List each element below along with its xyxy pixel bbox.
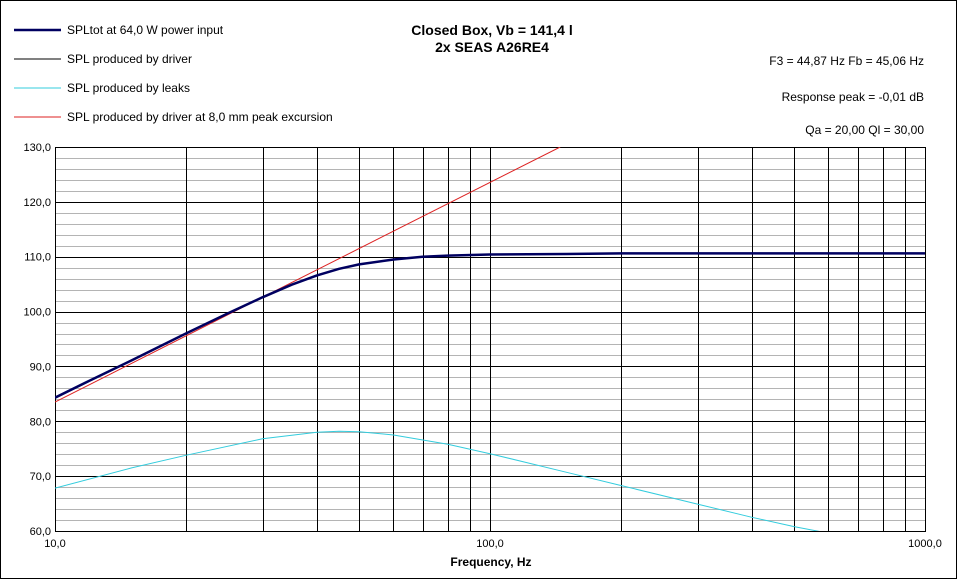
x-tick-label: 100,0 — [476, 538, 504, 550]
grid — [55, 147, 926, 532]
series-line-spl-excursion — [55, 147, 561, 403]
series-line-spl-leaks — [55, 430, 820, 531]
y-tick-label: 80,0 — [30, 416, 51, 428]
y-tick-label: 110,0 — [24, 252, 51, 264]
chart-subtitle: 2x SEAS A26RE4 — [435, 39, 549, 55]
chart-title: Closed Box, Vb = 141,4 l — [411, 22, 572, 38]
y-axis-ticks: 60,0 70,0 80,0 90,0 100,0 110,0 120,0 130,0 — [23, 142, 51, 538]
series-line-spl-total — [55, 252, 925, 399]
series-layer — [55, 147, 925, 531]
y-tick-label: 100,0 — [23, 307, 51, 319]
legend-label-spl-leaks: SPL produced by leaks — [67, 81, 190, 95]
x-axis-ticks: 10,0 100,0 1000,0 — [44, 538, 942, 550]
y-tick-label: 70,0 — [30, 471, 51, 483]
x-tick-label: 10,0 — [44, 538, 65, 550]
y-tick-label: 60,0 — [30, 526, 51, 538]
y-tick-label: 120,0 — [23, 197, 51, 209]
info-f3-fb: F3 = 44,87 Hz Fb = 45,06 Hz — [769, 54, 924, 68]
legend-item-spl-excursion: SPL produced by driver at 8,0 mm peak ex… — [14, 110, 333, 124]
legend-item-spl-total: SPLtot at 64,0 W power input — [14, 23, 224, 37]
x-tick-label: 1000,0 — [908, 538, 942, 550]
y-tick-label: 130,0 — [23, 142, 51, 154]
legend-item-spl-driver: SPL produced by driver — [14, 52, 192, 66]
y-tick-label: 90,0 — [30, 361, 51, 373]
plot-border — [55, 147, 926, 532]
legend-label-spl-excursion: SPL produced by driver at 8,0 mm peak ex… — [67, 110, 333, 124]
info-qa-ql: Qa = 20,00 Ql = 30,00 — [805, 123, 924, 137]
legend-label-spl-driver: SPL produced by driver — [67, 52, 192, 66]
legend-label-spl-total: SPLtot at 64,0 W power input — [67, 23, 224, 37]
info-response-peak: Response peak = -0,01 dB — [782, 90, 924, 104]
x-axis-title: Frequency, Hz — [450, 555, 531, 569]
legend-item-spl-leaks: SPL produced by leaks — [14, 81, 190, 95]
legend: SPLtot at 64,0 W power input SPL produce… — [14, 23, 333, 124]
